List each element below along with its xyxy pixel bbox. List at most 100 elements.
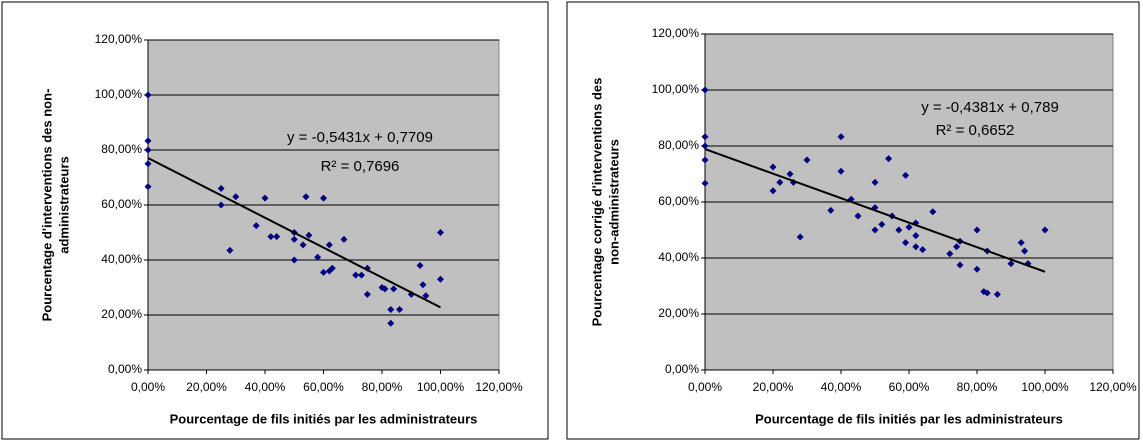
x-tick-label: 20,00% [753, 380, 794, 394]
point [144, 137, 152, 145]
point [776, 178, 784, 186]
point [919, 246, 927, 254]
y-tick-label: 20,00% [101, 307, 142, 321]
point [252, 222, 260, 230]
point [929, 208, 937, 216]
point [290, 235, 298, 243]
y-tick-label: 80,00% [101, 142, 142, 156]
point [314, 253, 322, 261]
point [973, 226, 981, 234]
y-tick-label: 60,00% [658, 194, 699, 208]
x-tick-label: 20,00% [186, 380, 227, 394]
point [902, 171, 910, 179]
point [912, 243, 920, 251]
x-tick-label: 60,00% [303, 380, 344, 394]
point [1007, 260, 1015, 268]
point [387, 306, 395, 313]
y-tick-label: 100,00% [95, 87, 143, 101]
point [895, 226, 903, 234]
point [302, 193, 310, 201]
r-squared: R² = 0,6652 [936, 122, 1015, 139]
x-tick-label: 100,00% [1021, 380, 1069, 394]
trendline [147, 157, 441, 309]
x-tick-label: 40,00% [245, 380, 286, 394]
point [769, 163, 777, 171]
point [387, 319, 395, 327]
point [803, 156, 811, 164]
point [973, 265, 981, 273]
y-tick-label: 60,00% [101, 197, 142, 211]
point [144, 91, 152, 99]
point [390, 285, 398, 293]
point [273, 233, 281, 241]
point [340, 235, 348, 243]
point [854, 212, 862, 220]
x-tick-label: 40,00% [821, 380, 862, 394]
trend-equation: y = -0,5431x + 0,7709 [287, 129, 433, 146]
point [396, 306, 404, 313]
y-tick-label: 40,00% [658, 250, 699, 264]
point [299, 241, 307, 249]
point [871, 226, 879, 234]
point [381, 285, 389, 293]
point [358, 271, 366, 279]
point [993, 290, 1001, 298]
point [320, 194, 327, 202]
x-tick-label: 60,00% [889, 380, 930, 394]
point [953, 243, 961, 251]
y-axis-title: administrateurs [56, 156, 71, 254]
point [956, 261, 964, 269]
y-tick-label: 20,00% [658, 306, 699, 320]
point [422, 292, 430, 300]
point [769, 187, 777, 195]
point [885, 155, 893, 163]
y-tick-label: 100,00% [652, 82, 700, 96]
point [320, 268, 327, 276]
point [352, 271, 360, 279]
point [827, 206, 835, 214]
point [701, 86, 709, 94]
point [983, 289, 991, 297]
point [325, 241, 333, 249]
point [217, 185, 225, 192]
y-tick-label: 0,00% [665, 362, 699, 376]
trendline [704, 148, 1046, 273]
y-tick-label: 120,00% [652, 26, 700, 40]
point [796, 233, 804, 241]
point [232, 193, 240, 201]
point [701, 142, 709, 150]
point [144, 146, 152, 154]
r-squared: R² = 0,7696 [321, 158, 400, 175]
point [144, 183, 152, 191]
y-axis-title: Pourcentage d'interventions des non- [39, 89, 54, 322]
point [1041, 226, 1049, 234]
point [267, 233, 275, 241]
point [946, 250, 954, 258]
point [878, 220, 886, 228]
point [290, 256, 298, 264]
y-axis-title: non-administrateurs [606, 139, 621, 265]
point [328, 264, 336, 272]
point [144, 160, 152, 168]
point [1021, 247, 1029, 255]
x-tick-label: 80,00% [362, 380, 403, 394]
point [701, 133, 709, 141]
point [419, 281, 427, 289]
y-tick-label: 120,00% [95, 32, 143, 46]
x-tick-label: 100,00% [417, 380, 465, 394]
x-axis-title: Pourcentage de fils initiés par les admi… [755, 411, 1063, 426]
x-tick-label: 120,00% [1089, 380, 1137, 394]
x-tick-label: 0,00% [131, 380, 165, 394]
y-axis-title: Pourcentage corrigé d'interventions des [589, 78, 604, 327]
x-tick-label: 80,00% [957, 380, 998, 394]
y-tick-label: 40,00% [101, 252, 142, 266]
trend-equation: y = -0,4381x + 0,789 [921, 99, 1059, 116]
y-tick-label: 0,00% [108, 362, 142, 376]
point [416, 262, 424, 269]
point [437, 275, 444, 283]
x-tick-label: 0,00% [688, 380, 722, 394]
point [871, 178, 879, 186]
point [912, 232, 920, 240]
point [905, 223, 913, 231]
